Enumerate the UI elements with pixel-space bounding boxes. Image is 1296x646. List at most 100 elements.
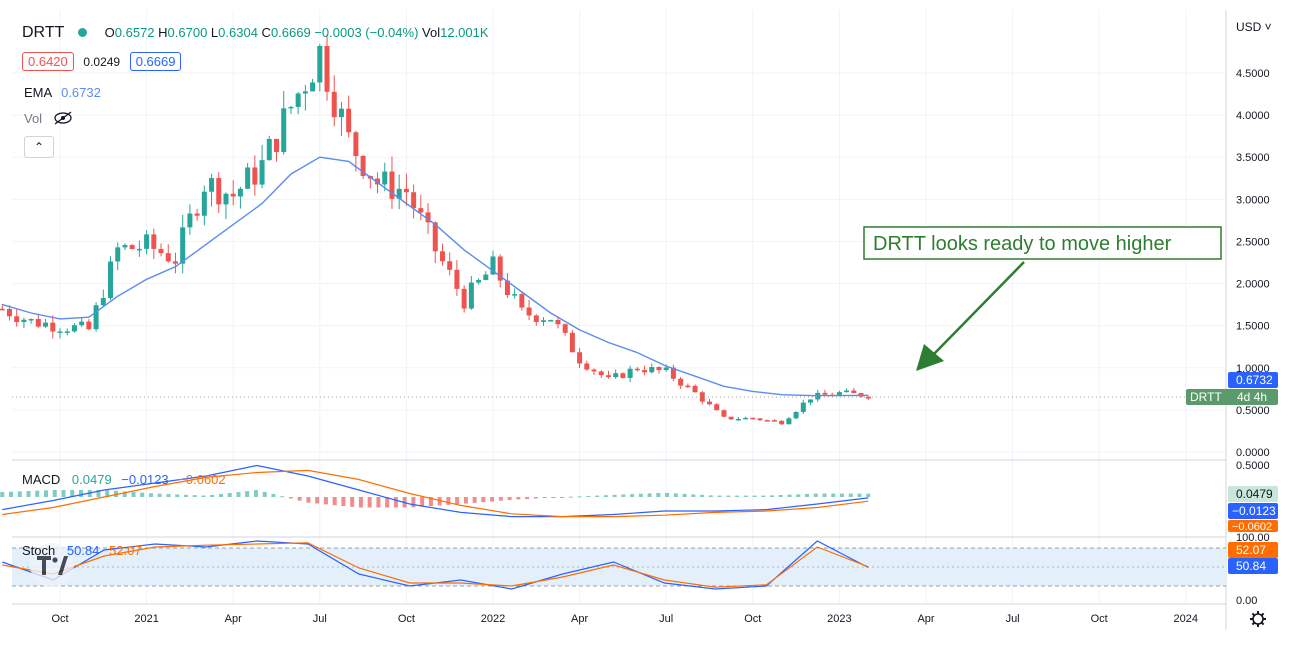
macd-hist-bar	[542, 497, 547, 498]
macd-hist-bar	[385, 497, 390, 508]
candle-body	[591, 369, 597, 372]
candle-body	[822, 392, 828, 395]
candle-body	[21, 319, 27, 323]
macd-hist-bar	[665, 492, 670, 497]
callout-box[interactable]	[863, 226, 1222, 260]
macd-hist-bar	[253, 490, 258, 497]
candle-body	[310, 82, 316, 92]
macd-hist-bar	[455, 497, 460, 505]
macd-hist-bar	[192, 495, 197, 497]
candle-body	[57, 331, 63, 333]
settings-gear-icon[interactable]	[1250, 611, 1266, 627]
candle-body	[79, 321, 85, 326]
candle-body	[483, 274, 489, 280]
macd-hist-bar	[61, 490, 66, 497]
eye-hidden-icon[interactable]	[52, 111, 74, 125]
candle-body	[808, 399, 814, 403]
candle-body	[346, 108, 352, 133]
collapse-legend-button[interactable]: ⌃	[24, 136, 54, 158]
x-tick-label: 2022	[481, 613, 505, 625]
macd-hist-bar	[17, 491, 22, 497]
macd-hist-bar	[280, 496, 285, 498]
candle-body	[209, 178, 215, 192]
candle-body	[605, 375, 611, 378]
candle-body	[569, 332, 575, 353]
stoch-k-axis-label: 50.84	[1236, 559, 1266, 573]
macd-hist-bar	[603, 495, 608, 497]
candle-body	[620, 373, 626, 378]
macd-value: −0.0123	[121, 472, 169, 487]
macd-hist-bar	[35, 490, 40, 497]
candle-body	[288, 106, 294, 109]
candle-body	[865, 396, 871, 399]
vol-label: Vol	[422, 25, 441, 40]
macd-hist-bar	[848, 493, 853, 497]
macd-legend: MACD 0.0479 −0.0123 −0.0602	[22, 472, 226, 487]
candle-body	[331, 91, 337, 118]
macd-hist-bar	[551, 497, 556, 498]
x-tick-label: 2021	[134, 613, 158, 625]
candle-body	[28, 318, 34, 321]
candle-body	[187, 213, 193, 228]
candle-body	[800, 402, 806, 412]
candle-body	[108, 261, 114, 299]
macd-hist-bar	[691, 494, 696, 497]
candle-body	[353, 132, 359, 156]
candle-body	[548, 319, 554, 322]
candle-body	[735, 418, 741, 421]
macd-hist-bar	[533, 497, 538, 499]
candle-body	[447, 261, 453, 270]
candle-body	[129, 245, 135, 249]
candle-body	[43, 322, 49, 327]
bid-ask-row: 0.6420 0.0249 0.6669	[22, 52, 182, 71]
candle-body	[642, 370, 648, 373]
macd-hist-bar	[210, 494, 215, 497]
time-axis-ticks: Oct 2021 Apr Jul Oct 2022 Apr Jul Oct 2023 Apr Jul O…	[51, 613, 1198, 625]
bid-box[interactable]: 0.6420	[22, 52, 74, 71]
candle-body	[122, 245, 128, 248]
candle-body	[555, 319, 561, 325]
high-value: 0.6700	[167, 25, 208, 40]
candle-body	[230, 193, 236, 197]
candle-body	[338, 108, 344, 118]
candle-body	[165, 253, 171, 262]
macd-hist-bar	[262, 491, 267, 497]
macd-hist-bar	[507, 497, 512, 500]
macd-hist-bar	[840, 493, 845, 497]
y-tick-label: 2.5000	[1236, 236, 1270, 248]
candle-body	[425, 212, 431, 223]
macd-hist-bar	[805, 493, 810, 497]
stoch-d-line	[2, 542, 869, 588]
ask-box[interactable]: 0.6669	[129, 52, 182, 71]
y-tick-label: 4.0000	[1236, 110, 1270, 122]
candle-body	[302, 91, 308, 94]
low-value: 0.6304	[218, 25, 258, 40]
symbol-label: DRTT	[22, 24, 65, 41]
macd-hist-bar	[44, 490, 49, 497]
open-value: 0.6572	[114, 25, 155, 40]
x-tick-label: 2023	[827, 613, 851, 625]
ema-legend[interactable]: EMA 0.6732	[24, 85, 101, 100]
macd-hist-bar	[472, 497, 477, 503]
vol-legend[interactable]: Vol	[24, 111, 74, 126]
candle-body	[172, 261, 178, 264]
macd-hist-bar	[612, 494, 617, 497]
stoch-d-axis-label: 52.07	[1236, 543, 1266, 557]
candle-body	[223, 193, 229, 205]
currency-selector[interactable]: USD ˅	[1236, 20, 1272, 34]
x-tick-label: Oct	[1091, 613, 1108, 625]
candle-body	[519, 294, 525, 308]
candle-body	[295, 93, 301, 107]
candle-body	[432, 222, 438, 252]
candle-body	[382, 171, 388, 185]
macd-hist-bar	[306, 497, 311, 503]
y-tick-label: 0.5000	[1236, 405, 1270, 417]
macd-hist-bar	[393, 497, 398, 508]
chevron-up-icon: ⌃	[33, 140, 45, 154]
macd-hist-bar	[656, 493, 661, 497]
macd-hist-bar	[621, 494, 626, 497]
y-tick-label: 0.5000	[1236, 460, 1270, 472]
high-label: H	[158, 25, 168, 40]
macd-hist-bar	[341, 497, 346, 507]
